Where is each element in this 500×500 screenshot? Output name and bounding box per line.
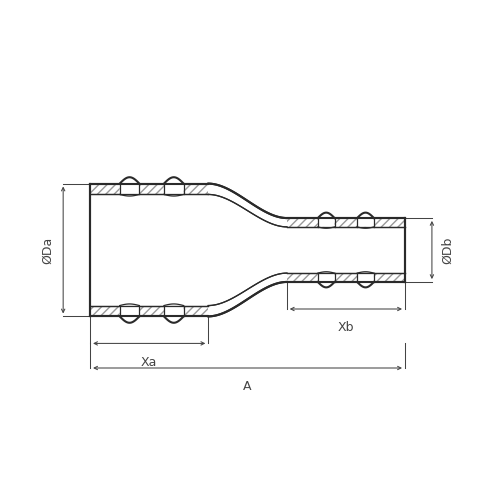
Polygon shape (164, 177, 184, 194)
Text: Xb: Xb (338, 322, 354, 334)
Bar (287, 218, 405, 227)
Polygon shape (164, 306, 184, 323)
Text: A: A (244, 380, 252, 394)
Polygon shape (318, 273, 334, 287)
Polygon shape (120, 306, 140, 323)
Polygon shape (357, 273, 374, 287)
Polygon shape (357, 212, 374, 227)
Text: ØDa: ØDa (41, 236, 54, 264)
Polygon shape (120, 177, 140, 194)
Bar (287, 273, 405, 282)
Text: Xa: Xa (141, 356, 158, 368)
Polygon shape (318, 212, 334, 227)
Bar (90, 184, 208, 194)
Text: ØDb: ØDb (441, 236, 454, 264)
Bar (90, 306, 208, 316)
